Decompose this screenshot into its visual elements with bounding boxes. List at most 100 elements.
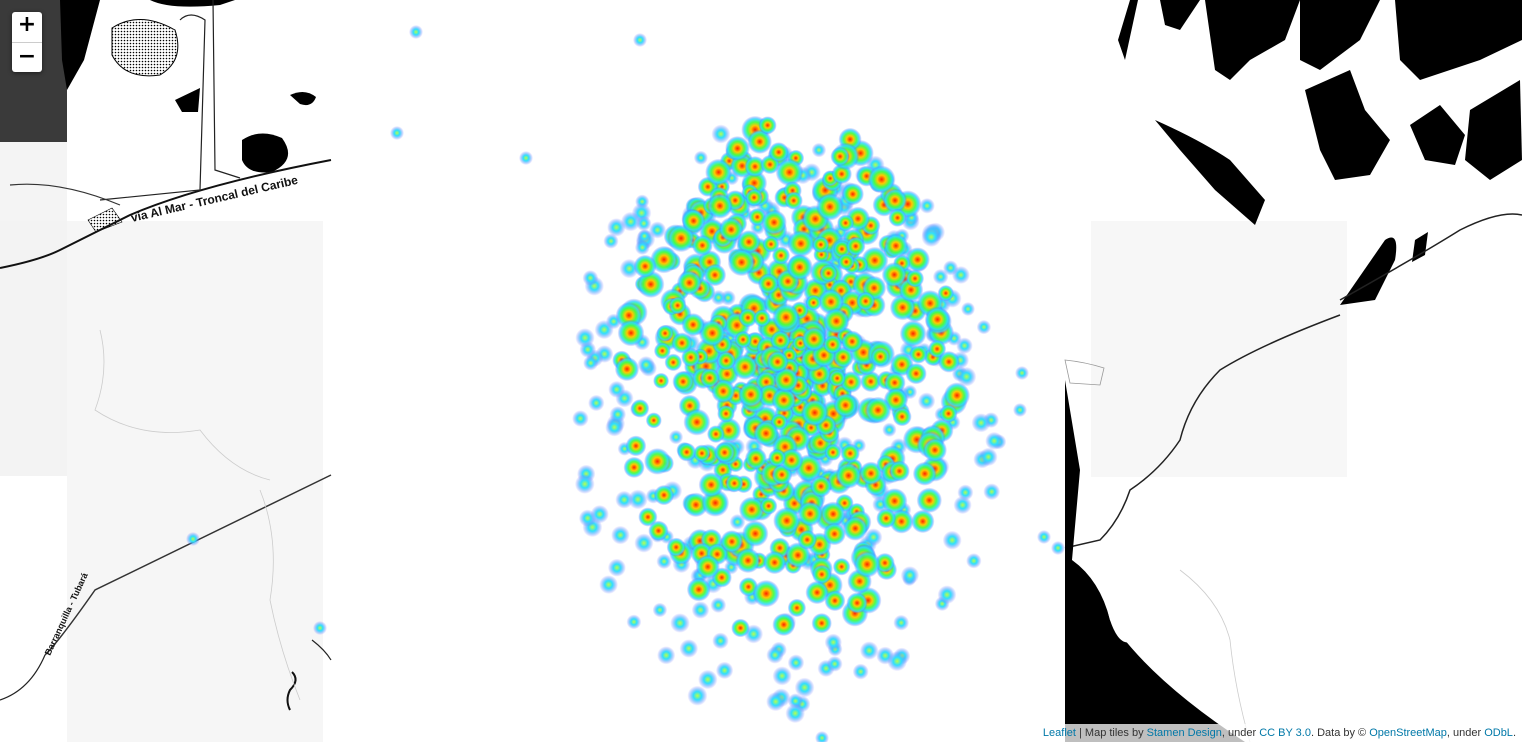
heat-blob: [691, 234, 713, 256]
heat-blob: [832, 557, 851, 576]
heat-blob: [833, 393, 858, 418]
heat-blob: [811, 564, 832, 585]
heat-blob: [888, 208, 907, 227]
heat-blob: [864, 396, 892, 424]
heatmap-layer: [186, 25, 1065, 742]
heat-blob: [409, 25, 423, 39]
heat-blob: [811, 613, 832, 634]
heat-blob: [698, 472, 724, 498]
leaflet-link[interactable]: Leaflet: [1042, 727, 1076, 739]
attribution: Leaflet | Map tiles by Stamen Design, un…: [1036, 724, 1522, 742]
heat-blob: [861, 246, 889, 274]
heat-blob: [888, 460, 910, 482]
heat-blob: [617, 319, 645, 347]
heat-blob: [957, 484, 974, 501]
heat-blob: [664, 353, 683, 372]
heat-blob: [837, 253, 855, 271]
heat-blob: [773, 507, 801, 535]
heat-blob: [852, 663, 869, 680]
heat-blob: [699, 368, 720, 388]
heat-blob: [666, 537, 686, 557]
heat-blob: [870, 347, 891, 367]
heat-blob: [630, 399, 650, 418]
heat-blob: [707, 193, 733, 219]
osm-link[interactable]: OpenStreetMap: [1369, 727, 1447, 739]
heat-blob: [657, 646, 676, 665]
heat-blob: [768, 448, 787, 467]
heat-blob: [737, 230, 761, 254]
stamen-link[interactable]: Stamen Design: [1146, 727, 1222, 739]
heat-blob: [911, 509, 935, 534]
heat-blob: [773, 367, 799, 393]
heat-blob: [841, 330, 864, 353]
heat-blob: [864, 528, 883, 547]
heat-blob: [779, 448, 804, 472]
heat-blob: [905, 362, 927, 385]
heat-blob: [816, 192, 844, 221]
heat-blob: [820, 501, 846, 527]
heat-blob: [687, 685, 708, 706]
heat-blob: [716, 351, 736, 371]
ccby-link[interactable]: CC BY 3.0: [1259, 727, 1311, 739]
heat-blob: [924, 306, 951, 333]
heat-blob: [753, 420, 779, 447]
heat-blob: [762, 550, 787, 575]
heat-blob: [985, 431, 1004, 450]
heat-blob: [705, 158, 733, 186]
heat-blob: [953, 495, 972, 515]
heat-blob: [599, 575, 618, 594]
heat-blob: [938, 350, 960, 373]
heat-blob: [905, 269, 925, 288]
heat-blob: [917, 392, 936, 410]
zoom-out-button[interactable]: −: [12, 42, 42, 72]
heat-blob: [794, 677, 815, 698]
heat-blob: [644, 448, 671, 475]
heat-blob: [859, 641, 879, 660]
heat-blob: [797, 529, 818, 550]
heat-blob: [841, 182, 864, 206]
heat-blob: [614, 356, 640, 382]
heat-blob: [766, 692, 786, 712]
heat-blob: [519, 151, 533, 165]
heat-blob: [1051, 541, 1065, 555]
heat-blob: [1013, 403, 1027, 417]
heat-blob: [916, 487, 942, 513]
heat-blob: [805, 580, 829, 605]
heat-blob: [823, 307, 850, 335]
attribution-text-5: .: [1512, 727, 1516, 739]
heat-blob: [707, 425, 725, 443]
heat-blob: [691, 601, 710, 619]
heat-blob: [681, 313, 705, 337]
odbl-link[interactable]: ODbL: [1484, 727, 1513, 739]
heat-blob: [842, 516, 868, 541]
heat-blob: [867, 165, 896, 194]
heat-blob: [572, 410, 589, 427]
heat-blob: [811, 142, 827, 158]
heat-blob: [609, 406, 627, 423]
heat-blob: [762, 235, 780, 253]
heat-blob: [772, 613, 796, 637]
heat-blob: [653, 372, 670, 389]
heat-blob: [943, 382, 971, 409]
heat-blob: [784, 191, 803, 210]
heat-blob: [634, 533, 654, 553]
left-map-tile: vía Al Mar - Troncal del Caribe Barranqu…: [0, 0, 332, 742]
heat-blob: [671, 332, 693, 354]
heat-blob: [845, 236, 866, 256]
heat-blob: [656, 324, 674, 342]
zoom-in-button[interactable]: +: [17, 12, 37, 37]
heat-blob: [805, 294, 822, 311]
heat-blob: [937, 285, 954, 302]
heat-blob: [747, 129, 772, 154]
heat-blob: [942, 530, 962, 550]
heat-blob: [710, 597, 727, 613]
heat-blob: [744, 156, 766, 178]
heat-blob: [937, 585, 957, 605]
heat-blob: [853, 550, 881, 578]
heat-blob: [983, 483, 1001, 501]
heat-blob: [637, 229, 652, 244]
heat-blob: [628, 489, 648, 510]
heat-blob: [711, 124, 731, 144]
heat-blob: [837, 214, 855, 232]
